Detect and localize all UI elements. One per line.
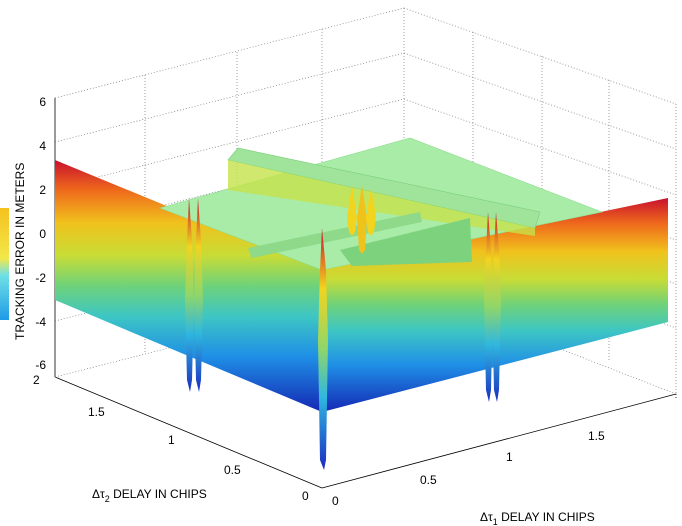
spike-x1-y1-b (357, 185, 367, 254)
spike-x2-y1-b (492, 212, 501, 402)
y-axis-label-prefix: Δτ (92, 487, 105, 501)
z-tick-label: -6 (35, 358, 46, 372)
z-tick-label: -4 (35, 315, 46, 329)
y-tick-label: 2 (33, 373, 40, 387)
ridge-x (248, 212, 422, 258)
y-tick-label: 1 (168, 433, 175, 447)
z-tick-label: 4 (39, 139, 46, 153)
ridge-x-front (340, 218, 472, 266)
spike-x0-y1-a (185, 198, 194, 392)
spike-x1-y1-a (347, 185, 357, 236)
y-tick-label: 0.5 (224, 463, 241, 477)
y-axis-label-suffix: DELAY IN CHIPS (110, 487, 207, 501)
y-ticks: 2 1.5 1 0.5 0 (33, 373, 309, 503)
z-tick-label: 0 (39, 227, 46, 241)
z-tick-label: 2 (39, 183, 46, 197)
y-tick-label: 1.5 (88, 405, 105, 419)
z-tick-label: -2 (35, 271, 46, 285)
y-tick-label: 0 (302, 489, 309, 503)
z-tick-label: 6 (39, 95, 46, 109)
x-axis-label: Δτ1 DELAY IN CHIPS (480, 510, 595, 526)
spike-x1-y1-c (366, 188, 376, 236)
z-ticks: 6 4 2 0 -2 -4 -6 (35, 95, 46, 372)
x-ticks: 0 0.5 1 1.5 (332, 429, 605, 508)
ridge-y (227, 147, 541, 229)
y-axis-label: Δτ2 DELAY IN CHIPS (92, 487, 207, 504)
spikes (185, 185, 501, 470)
ridge-y-face (228, 160, 535, 236)
x-axis-label-prefix: Δτ (480, 510, 493, 524)
x-axis-label-sub: 1 (493, 517, 498, 526)
spike-x2-y1-a (484, 212, 493, 402)
x-tick-label: 0 (332, 494, 339, 508)
spike-x0-y1-b (194, 198, 203, 392)
x-tick-label: 1 (506, 450, 513, 464)
z-axis-label: TRACKING ERROR IN METERS (13, 163, 27, 340)
x-tick-label: 1.5 (588, 429, 605, 443)
colorbar-fragment (0, 208, 9, 320)
spike-x1-y0 (318, 228, 328, 470)
y-axis-label-sub: 2 (105, 494, 110, 504)
x-tick-label: 0.5 (420, 473, 437, 487)
x-axis-label-suffix: DELAY IN CHIPS (498, 510, 595, 524)
